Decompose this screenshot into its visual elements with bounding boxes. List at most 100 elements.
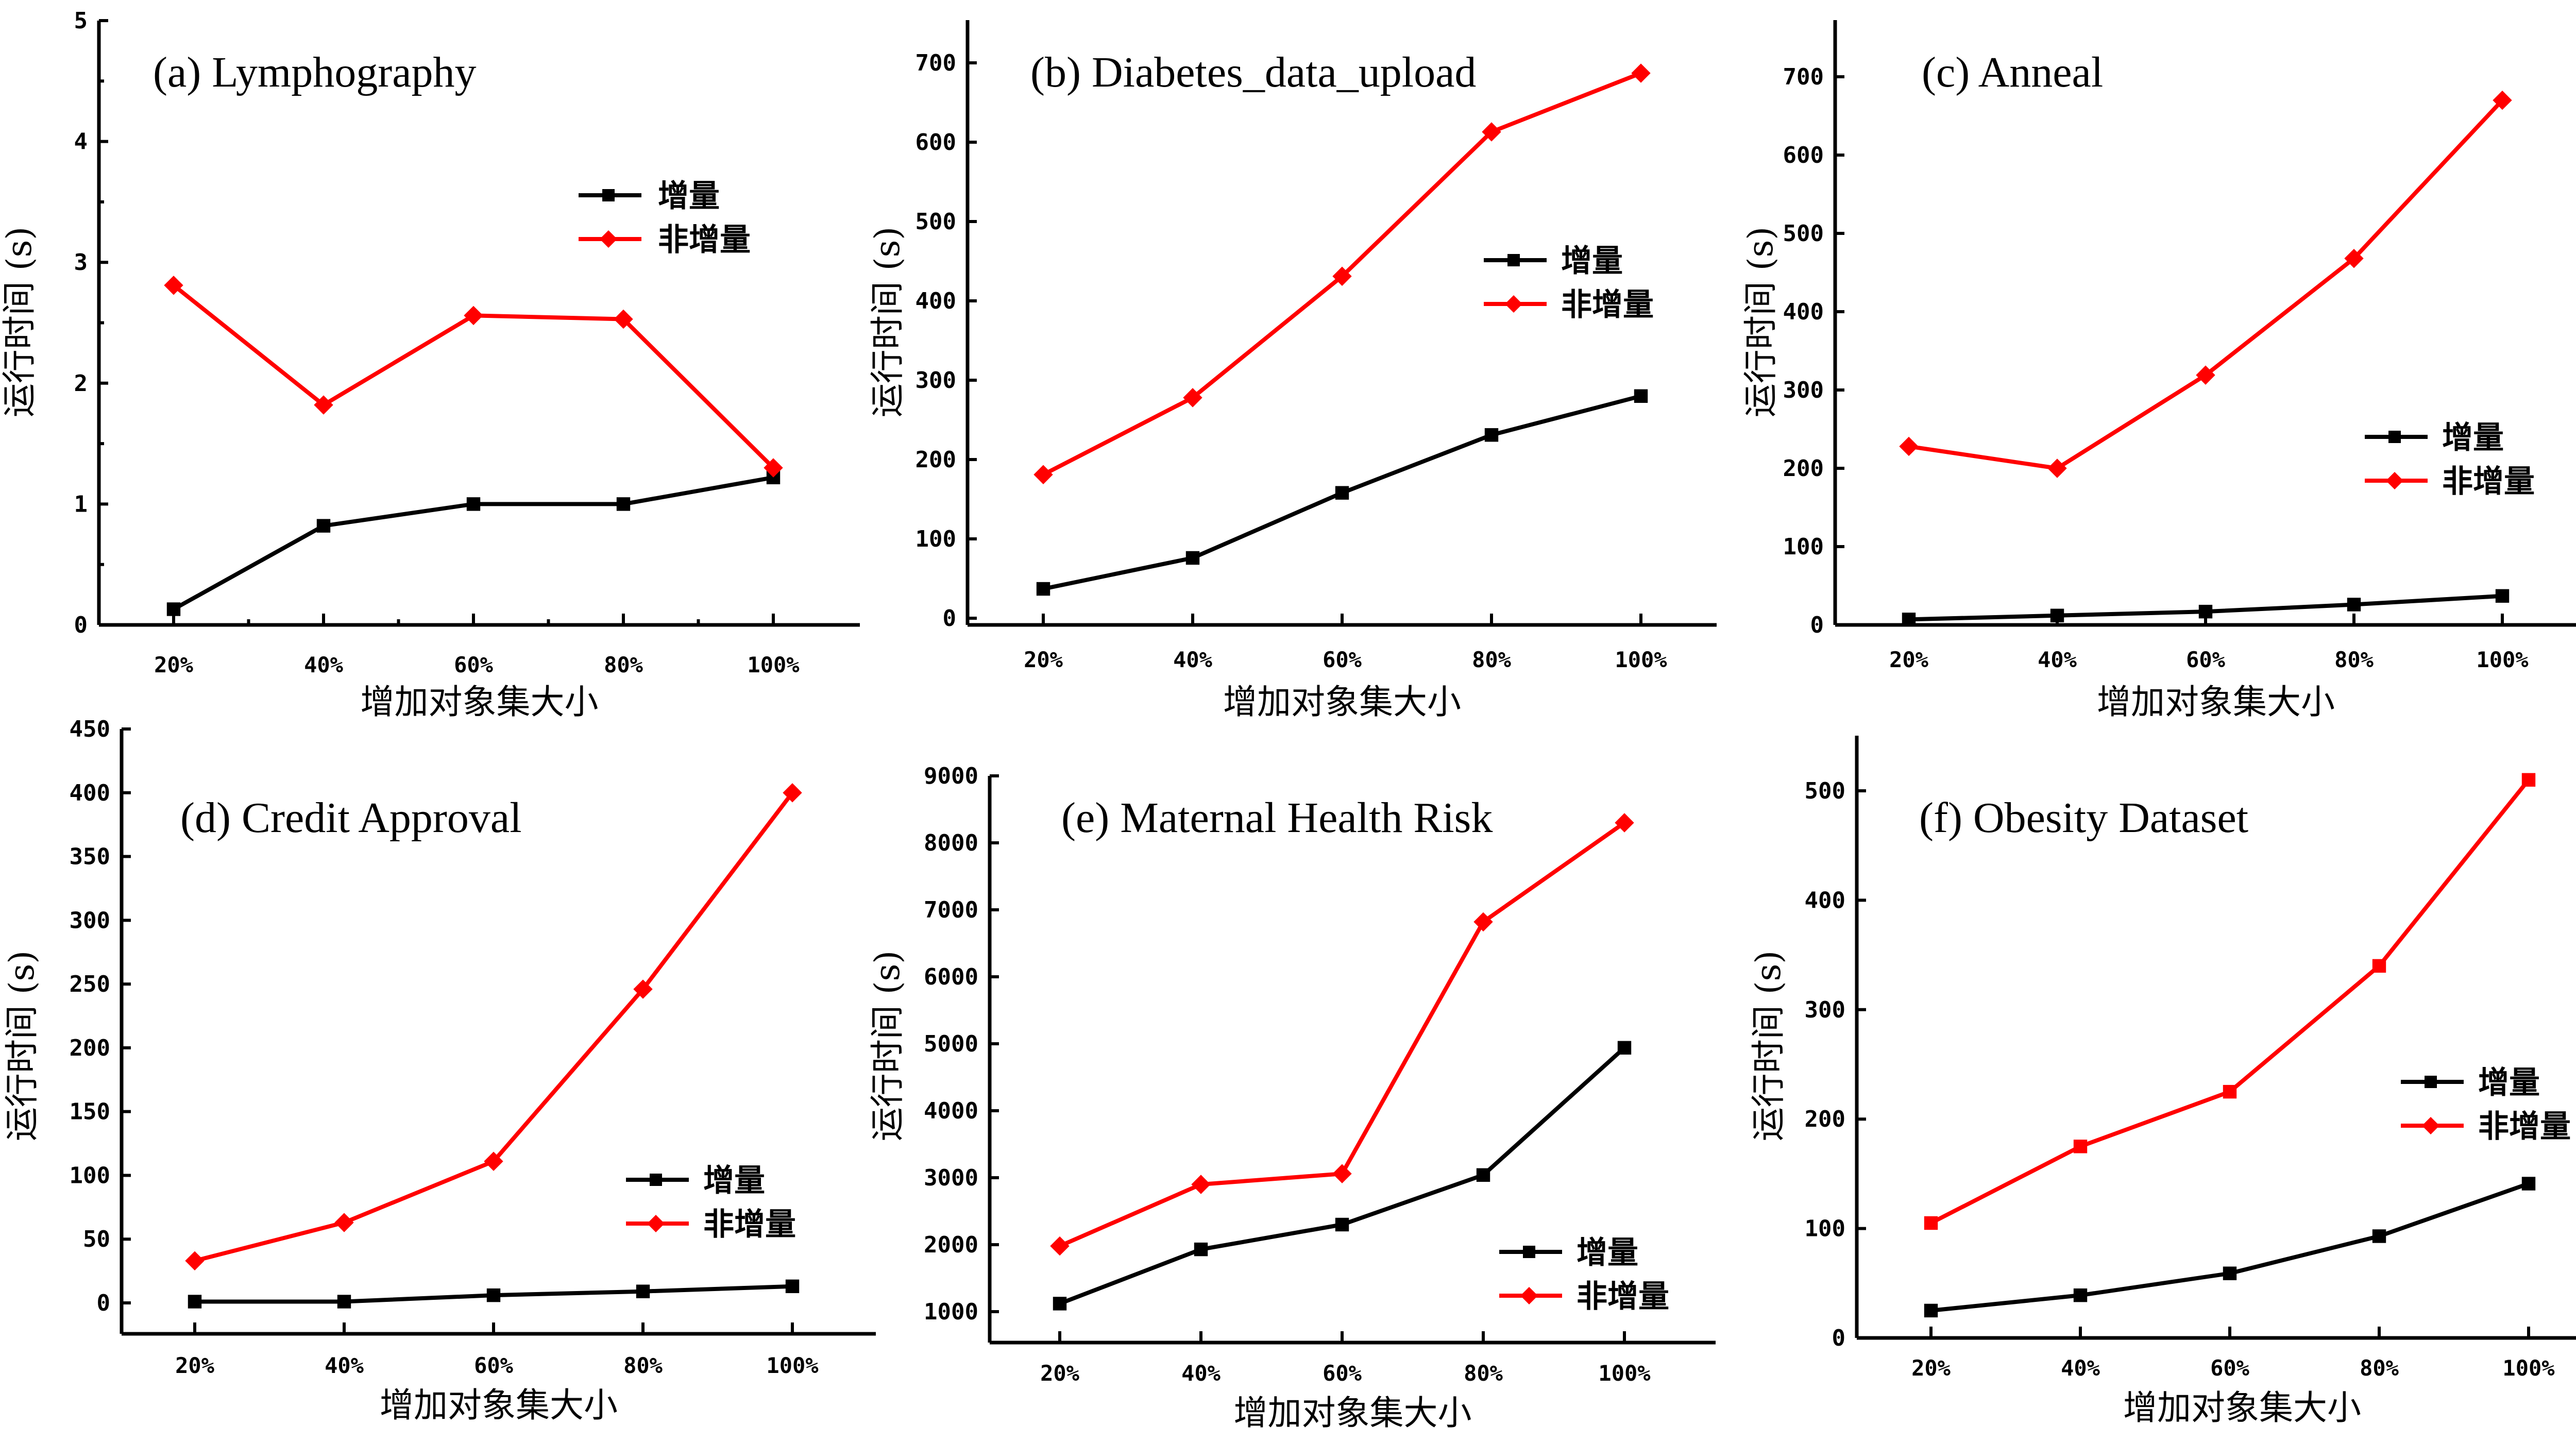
legend-label: 增量 (2442, 420, 2504, 456)
x-tick-label: 100% (747, 652, 799, 677)
panel-title: (a) Lymphography (153, 48, 477, 96)
chart-panel-b: 0 100 200 300 400 500 600 700 20% 40% 60% 80% 100% 增加… (868, 20, 1717, 722)
x-tick-label: 40% (2038, 647, 2077, 672)
series-incremental (188, 1279, 800, 1309)
y-tick-label: 0 (74, 612, 88, 638)
legend-item: 增量 (1499, 1235, 1638, 1271)
data-point (1482, 122, 1501, 142)
y-tick-label: 3000 (924, 1165, 978, 1191)
legend-marker (2422, 1117, 2439, 1134)
x-tick-label: 20% (1024, 647, 1063, 672)
panel-title: (e) Maternal Health Risk (1061, 794, 1493, 842)
legend-label: 非增量 (1577, 1279, 1669, 1315)
data-point (785, 1279, 800, 1294)
legend-marker (2386, 472, 2403, 489)
legend-marker (600, 230, 617, 248)
series-incremental (1924, 1177, 2536, 1318)
chart-panel-f: 0 100 200 300 400 500 20% 40% 60% 80% 100% 增加对象集大小 运… (1749, 736, 2576, 1428)
y-tick-label: 6000 (924, 964, 978, 990)
data-point (1183, 388, 1202, 408)
x-tick-label: 60% (2210, 1355, 2249, 1381)
y-tick-label: 200 (70, 1035, 110, 1061)
legend-item: 非增量 (2401, 1109, 2571, 1145)
y-tick-label: 2 (74, 370, 88, 397)
y-tick-label: 100 (1783, 534, 1824, 560)
y-axis-title: 运行时间 (s) (0, 227, 39, 417)
y-tick-label: 0 (1832, 1325, 1846, 1351)
y-tick-label: 9000 (924, 763, 978, 789)
legend-label: 非增量 (2478, 1109, 2571, 1145)
data-point (2223, 1084, 2237, 1099)
legend-label: 增量 (658, 178, 720, 214)
y-tick-label: 300 (1805, 997, 1845, 1023)
x-tick-label: 40% (325, 1353, 364, 1378)
legend-item: 非增量 (579, 222, 751, 258)
y-tick-label: 250 (70, 971, 110, 997)
data-point (783, 783, 802, 803)
data-point (1036, 582, 1050, 596)
legend-marker (1523, 1246, 1535, 1258)
series-line (1930, 778, 2531, 1225)
legend-marker (2425, 1076, 2437, 1088)
x-tick-label: 80% (2334, 647, 2374, 672)
legend-label: 非增量 (2442, 464, 2535, 500)
data-point (2047, 459, 2067, 478)
y-tick-label: 400 (1805, 887, 1845, 913)
legend-label: 非增量 (1561, 287, 1654, 323)
y-tick-label: 150 (70, 1099, 110, 1125)
y-axis-title: 运行时间 (s) (2, 951, 42, 1141)
y-tick-label: 8000 (924, 830, 978, 856)
data-point (1033, 465, 1053, 484)
x-tick-label: 100% (2502, 1355, 2554, 1381)
data-point (2196, 365, 2215, 385)
data-point (164, 276, 183, 295)
data-point (185, 1251, 205, 1271)
legend-label: 非增量 (703, 1207, 796, 1243)
legend-marker (647, 1215, 665, 1232)
x-tick-label: 60% (1323, 1361, 1362, 1386)
x-tick-label: 80% (1472, 647, 1511, 672)
series-non-incremental (164, 276, 783, 478)
panel-title: (d) Credit Approval (180, 794, 522, 842)
data-point (2372, 959, 2386, 973)
data-point (2344, 248, 2364, 268)
y-tick-label: 200 (1805, 1106, 1845, 1132)
data-point (314, 395, 333, 415)
y-tick-label: 300 (1783, 377, 1824, 403)
legend-item: 非增量 (2365, 464, 2535, 500)
y-tick-label: 600 (916, 129, 956, 156)
legend-label: 增量 (1577, 1235, 1638, 1271)
data-point (2073, 1140, 2088, 1153)
x-tick-label: 20% (1911, 1355, 1951, 1381)
series-line (1930, 1181, 2530, 1313)
y-tick-label: 1 (74, 491, 88, 517)
data-point (1631, 63, 1651, 83)
legend-marker (1507, 254, 1520, 266)
data-point (1484, 428, 1499, 442)
x-tick-label: 80% (1464, 1361, 1503, 1386)
panel-title: (b) Diabetes_data_upload (1030, 48, 1476, 96)
series-line (1908, 98, 2504, 470)
data-point (166, 602, 181, 616)
data-point (2347, 598, 2361, 612)
x-tick-label: 80% (623, 1353, 663, 1378)
data-point (1335, 1217, 1349, 1232)
x-axis-title: 增加对象集大小 (1234, 1393, 1472, 1433)
legend-item: 增量 (1484, 243, 1623, 279)
data-point (1899, 436, 1919, 456)
data-point (764, 458, 783, 478)
chart-panel-e: 1000 2000 3000 4000 5000 6000 7000 8000 9000 20% 4… (868, 763, 1716, 1433)
data-point (1191, 1175, 1211, 1194)
legend-marker (2388, 431, 2401, 443)
series-non-incremental (185, 783, 802, 1271)
x-tick-label: 60% (454, 652, 493, 677)
y-tick-label: 3 (74, 249, 88, 276)
legend-label: 增量 (703, 1163, 765, 1199)
y-tick-label: 1000 (924, 1299, 978, 1325)
legend-marker (650, 1174, 662, 1186)
